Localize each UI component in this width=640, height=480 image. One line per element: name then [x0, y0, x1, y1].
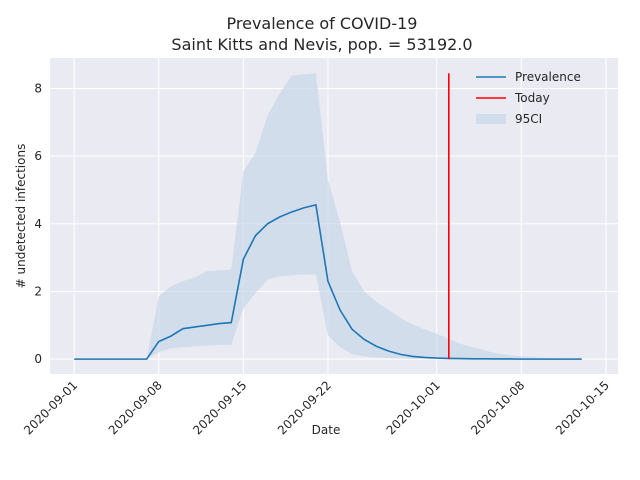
legend-swatch	[476, 114, 506, 124]
chart-subtitle: Saint Kitts and Nevis, pop. = 53192.0	[171, 35, 472, 54]
legend: Prevalence Today 95CI	[476, 70, 581, 126]
y-tick-label: 0	[34, 352, 42, 366]
series-layer	[74, 73, 582, 360]
chart-title: Prevalence of COVID-19	[227, 14, 418, 33]
x-tick-label: 2020-10-15	[553, 378, 612, 437]
y-tick-label: 6	[34, 149, 42, 163]
y-tick-label: 8	[34, 81, 42, 95]
y-axis-label: # undetected infections	[14, 144, 28, 289]
x-tick-label: 2020-09-15	[190, 378, 249, 437]
y-axis-ticks: 0 2 4 6 8	[34, 81, 42, 366]
y-tick-label: 2	[34, 284, 42, 298]
legend-label: Prevalence	[515, 70, 581, 84]
x-tick-label: 2020-10-08	[468, 378, 527, 437]
x-tick-label: 2020-09-08	[106, 378, 165, 437]
prevalence-line	[74, 203, 582, 360]
y-tick-label: 4	[34, 217, 42, 231]
x-axis-label: Date	[312, 423, 341, 437]
ci-band-layer	[74, 73, 582, 360]
legend-label: 95CI	[515, 112, 542, 126]
legend-label: Today	[514, 91, 550, 105]
x-tick-label: 2020-09-01	[21, 378, 80, 437]
x-tick-label: 2020-10-01	[384, 378, 443, 437]
ci-band	[74, 73, 582, 360]
